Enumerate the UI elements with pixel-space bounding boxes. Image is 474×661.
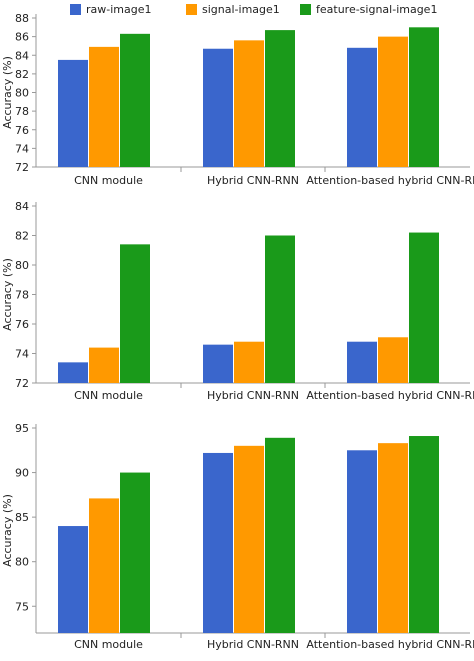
y-tick-label: 88 — [15, 12, 29, 25]
bar-raw-image1-1 — [203, 344, 233, 383]
bar-feature-signal-image1-1 — [265, 235, 295, 383]
chart-legend: raw-image1 signal-image1 feature-signal-im… — [0, 0, 474, 18]
y-tick-label: 80 — [15, 259, 29, 272]
x-category-label: CNN module — [74, 638, 143, 651]
y-axis-title: Accuracy (%) — [1, 494, 14, 567]
bar-raw-image1-0 — [58, 59, 88, 167]
bar-signal-image1-1 — [234, 40, 264, 167]
legend-label: feature-signal-image1 — [316, 2, 438, 16]
chart-3: 75 80 85 90 95 Accuracy (%) CNN module Hybrid C… — [1, 422, 474, 651]
bar-feature-signal-image1-0 — [120, 244, 150, 383]
y-tick-label: 82 — [15, 230, 29, 243]
chart-1: 72 74 76 78 80 82 84 86 88 Accuracy (%) CNN module… — [1, 12, 474, 187]
x-category-label: CNN module — [74, 174, 143, 187]
y-tick-label: 86 — [15, 31, 29, 44]
bar-signal-image1-1 — [234, 341, 264, 383]
y-tick-label: 75 — [15, 600, 29, 613]
y-tick-label: 74 — [15, 348, 29, 361]
bar-signal-image1-0 — [89, 498, 119, 633]
x-category-label: CNN module — [74, 389, 143, 402]
legend-swatch — [186, 3, 197, 15]
legend-item-signal-image1: signal-image1 — [186, 2, 280, 16]
x-category-label: Attention-based hybrid CNN-RNN — [306, 389, 474, 402]
y-tick-label: 80 — [15, 87, 29, 100]
bar-raw-image1-1 — [203, 452, 233, 633]
bar-signal-image1-2 — [378, 443, 408, 633]
y-tick-label: 90 — [15, 467, 29, 480]
x-category-label: Attention-based hybrid CNN-RNN — [306, 174, 474, 187]
bar-feature-signal-image1-0 — [120, 472, 150, 633]
bar-raw-image1-2 — [347, 47, 377, 167]
y-tick-label: 78 — [15, 105, 29, 118]
bar-feature-signal-image1-1 — [265, 437, 295, 633]
bar-raw-image1-1 — [203, 48, 233, 168]
bar-signal-image1-1 — [234, 445, 264, 633]
bar-feature-signal-image1-0 — [120, 33, 150, 167]
bar-raw-image1-2 — [347, 450, 377, 633]
y-axis-title: Accuracy (%) — [1, 56, 14, 129]
y-tick-label: 72 — [15, 377, 29, 390]
bar-raw-image1-0 — [58, 362, 88, 383]
bar-signal-image1-2 — [378, 36, 408, 167]
legend-label: raw-image1 — [86, 2, 152, 16]
y-tick-label: 95 — [15, 422, 29, 435]
bar-feature-signal-image1-2 — [409, 436, 439, 633]
legend-swatch — [300, 3, 311, 15]
y-tick-label: 74 — [15, 142, 29, 155]
y-tick-label: 84 — [15, 200, 29, 213]
legend-item-raw-image1: raw-image1 — [70, 2, 152, 16]
y-tick-label: 85 — [15, 511, 29, 524]
bar-signal-image1-2 — [378, 337, 408, 383]
legend-swatch — [70, 3, 81, 15]
bar-signal-image1-0 — [89, 46, 119, 167]
y-tick-label: 76 — [15, 124, 29, 137]
bar-feature-signal-image1-1 — [265, 30, 295, 168]
y-tick-label: 84 — [15, 49, 29, 62]
x-category-label: Hybrid CNN-RNN — [207, 638, 299, 651]
legend-item-feature-signal-image1: feature-signal-image1 — [300, 2, 437, 16]
legend-label: signal-image1 — [202, 2, 280, 16]
bar-feature-signal-image1-2 — [409, 232, 439, 383]
bar-raw-image1-2 — [347, 341, 377, 383]
y-tick-label: 72 — [15, 161, 29, 174]
x-category-label: Hybrid CNN-RNN — [207, 389, 299, 402]
y-axis-title: Accuracy (%) — [1, 258, 14, 331]
y-tick-label: 78 — [15, 289, 29, 302]
x-category-label: Attention-based hybrid CNN-RNN — [306, 638, 474, 651]
bar-feature-signal-image1-2 — [409, 27, 439, 167]
bar-signal-image1-0 — [89, 347, 119, 383]
bar-raw-image1-0 — [58, 526, 88, 633]
chart-2: 72 74 76 78 80 82 84 Accuracy (%) CNN module Hybr… — [1, 200, 474, 402]
y-tick-label: 76 — [15, 318, 29, 331]
y-tick-label: 80 — [15, 556, 29, 569]
y-tick-label: 82 — [15, 68, 29, 81]
x-category-label: Hybrid CNN-RNN — [207, 174, 299, 187]
